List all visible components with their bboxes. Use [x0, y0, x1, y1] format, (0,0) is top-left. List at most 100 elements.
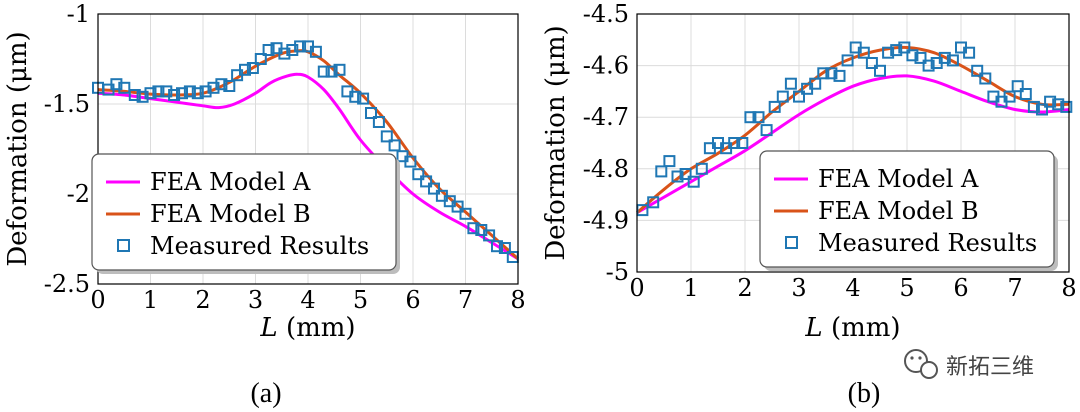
scatter-point [946, 54, 959, 67]
x-tick-label: 0 [629, 274, 644, 302]
legend-marker-measured-b [785, 236, 798, 249]
tick-labels-b: 0 1 2 3 4 5 6 7 8 -5 -4.9 -4.8 -4.7 -4.6 -4.5 [583, 0, 1077, 302]
scatter-point [841, 54, 854, 67]
scatter-point [1003, 90, 1016, 103]
legend-box-a [91, 153, 397, 271]
x-tick-label: 0 [90, 286, 105, 314]
scatter-point [898, 41, 911, 54]
scatter-point [388, 139, 401, 152]
chart-panel-a: 0 1 2 3 4 5 6 7 8 -2.5 -2 -1.5 -1 Deformation (μm) L… [3, 0, 526, 409]
y-tick-label: -1.5 [44, 90, 90, 118]
scatter-point [357, 92, 370, 105]
plot-frame-a [97, 13, 519, 285]
x-tick-label: 3 [248, 286, 263, 314]
scatter-point [286, 44, 299, 56]
x-tick-label: 3 [791, 274, 806, 302]
y-tick-label: -1 [67, 0, 90, 28]
scatter-point [365, 107, 377, 119]
scatter-point [152, 85, 165, 98]
scatter-point [663, 155, 676, 168]
x-tick-label: 8 [1061, 274, 1076, 302]
legend-label-model-b-b: FEA Model B [818, 197, 979, 225]
scatter-point [647, 196, 660, 209]
y-tick-label: -4.6 [583, 52, 629, 80]
scatter-point [793, 90, 805, 103]
scatter-point [655, 165, 668, 178]
tick-labels-a: 0 1 2 3 4 5 6 7 8 -2.5 -2 -1.5 -1 [44, 0, 526, 314]
scatter-point [246, 62, 259, 74]
x-tick-label: 6 [405, 286, 420, 314]
scatter-point [744, 111, 757, 124]
scatter-point [420, 175, 433, 188]
scatter-point [776, 90, 789, 103]
scatter-point [309, 45, 322, 58]
scatter-point [483, 229, 496, 242]
y-tick-label: -4.5 [583, 0, 629, 28]
chart-panel-b: 0 1 2 3 4 5 6 7 8 -5 -4.9 -4.8 -4.7 -4.6 -4.5 Deformat… [541, 0, 1077, 409]
scatter-point [262, 44, 275, 56]
scatter-point [183, 85, 196, 98]
wechat-icon [904, 349, 938, 379]
scatter-point [687, 175, 700, 188]
scatter-point [979, 72, 992, 85]
scatter-point [809, 77, 822, 90]
scatter-point [136, 90, 149, 103]
scatter-point [118, 81, 131, 94]
scatter-point [914, 51, 927, 64]
y-tick-label: -4.7 [583, 103, 629, 131]
y-tick-label: -4.8 [583, 155, 629, 183]
x-tick-label: 1 [143, 286, 158, 314]
scatter-point [110, 78, 123, 91]
scatter-point [491, 240, 503, 253]
scatter-point [333, 63, 346, 76]
watermark: 新拓三维 [904, 349, 1034, 380]
x-tick-label: 2 [737, 274, 752, 302]
y-axis-label-b: Deformation (μm) [541, 25, 571, 260]
scatter-point [1036, 103, 1048, 116]
scatter-point [825, 67, 838, 80]
caption-a: (a) [250, 378, 281, 409]
x-tick-label: 4 [300, 286, 315, 314]
legend-label-measured-a: Measured Results [150, 232, 369, 260]
scatter-point [459, 207, 472, 220]
scatter-point [467, 222, 480, 235]
scatter-point [294, 40, 307, 53]
x-tick-label: 8 [510, 286, 525, 314]
scatter-point [874, 64, 886, 77]
x-tick-label: 5 [899, 274, 914, 302]
scatter-point [906, 49, 919, 62]
scatter-point [671, 170, 684, 183]
scatter-point [736, 137, 749, 149]
scatter-point [1044, 95, 1057, 108]
x-axis-unit-a: (mm) [278, 313, 356, 343]
x-axis-label-b: L (mm) [804, 313, 900, 343]
scatter-point [498, 242, 511, 254]
scatter-point [325, 65, 338, 78]
scatter-point [160, 85, 173, 98]
scatter-point [144, 87, 157, 100]
scatter-point [317, 65, 330, 78]
scatter-point [349, 90, 362, 103]
scatter-point [191, 87, 204, 100]
legend-b: FEA Model A FEA Model B Measured Results [759, 150, 1058, 271]
x-tick-label: 4 [845, 274, 860, 302]
scatter-point [865, 57, 878, 69]
scatter-point [278, 47, 291, 60]
plot-frame-b [636, 13, 1070, 273]
scatter-point [679, 168, 692, 180]
y-tick-label: -5 [606, 258, 629, 286]
scatter-point [922, 59, 935, 72]
legend-label-model-a-b: FEA Model A [818, 165, 979, 193]
scatter-point [784, 77, 797, 90]
scatter-point [882, 46, 895, 59]
x-tick-label: 5 [353, 286, 368, 314]
x-tick-label: 6 [953, 274, 968, 302]
x-axis-var-b: L [804, 313, 822, 343]
y-axis-label-a: Deformation (μm) [3, 31, 33, 266]
x-tick-label: 7 [1007, 274, 1022, 302]
scatter-point [199, 85, 212, 98]
scatter-point [728, 137, 741, 149]
scatter-point [128, 89, 141, 101]
scatter-point [428, 182, 440, 195]
